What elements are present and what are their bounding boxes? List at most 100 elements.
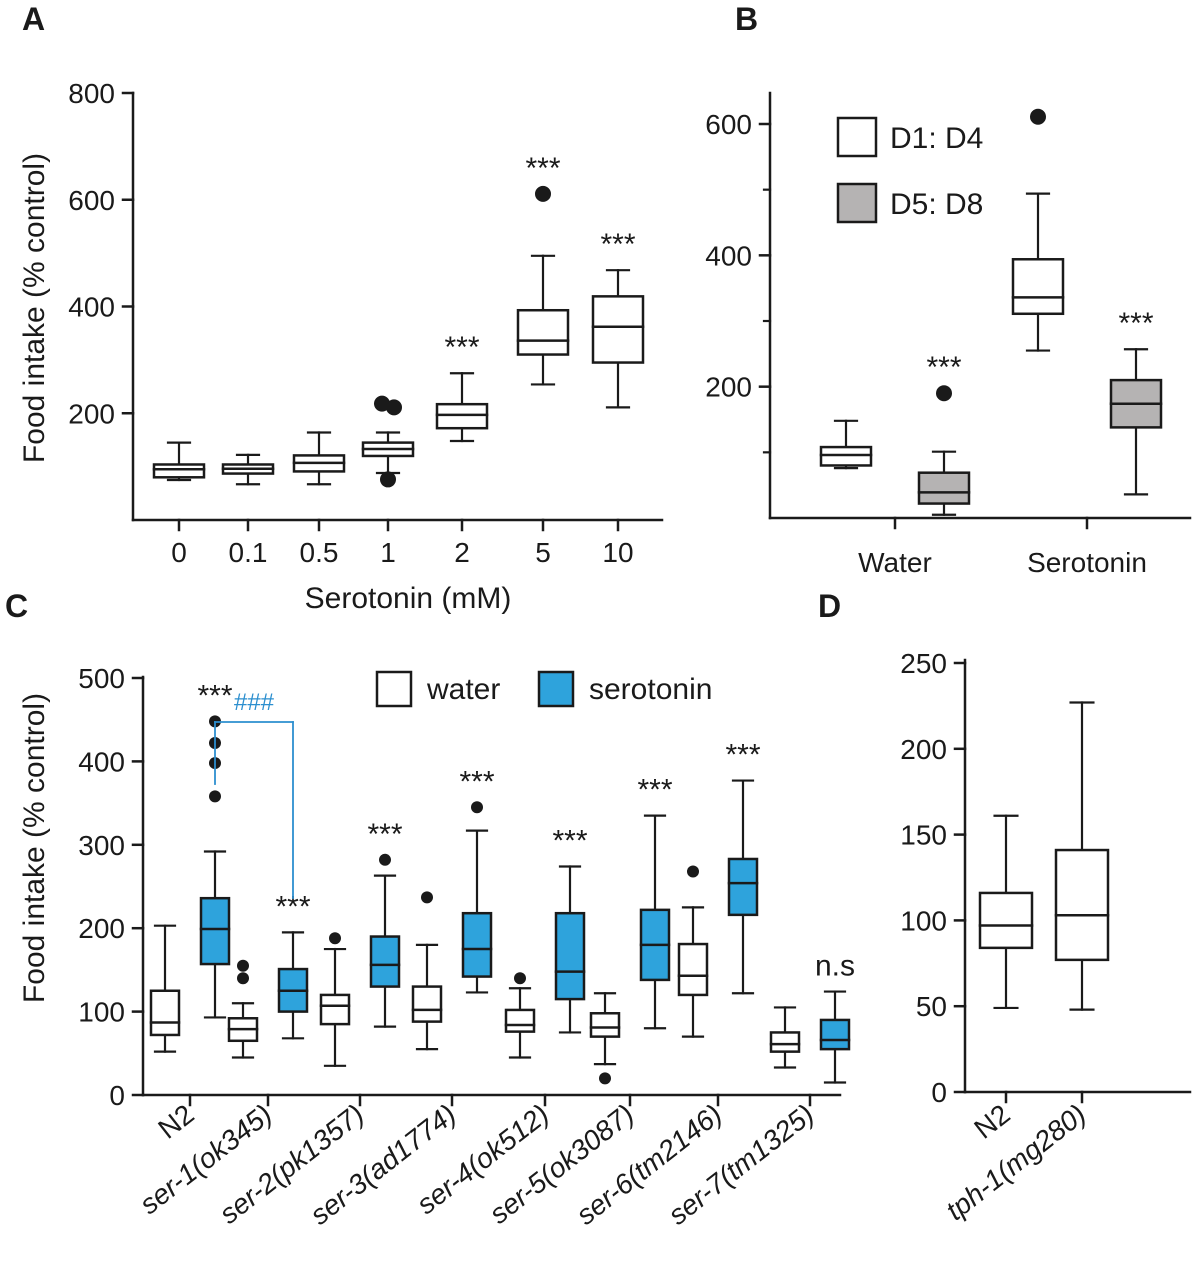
x-tick-label: 5 bbox=[535, 537, 551, 568]
series-1-box-7-box bbox=[819, 1018, 851, 1051]
series-0-box-5-outlier bbox=[599, 1072, 611, 1085]
y-tick-label: 50 bbox=[916, 991, 947, 1022]
series-1-box-2-outlier bbox=[379, 853, 391, 866]
y-tick-label: 200 bbox=[900, 734, 947, 765]
series-1-box-5-significance: *** bbox=[637, 774, 672, 807]
y-tick-label: 400 bbox=[68, 292, 115, 323]
series-1-box-0-box bbox=[199, 896, 231, 966]
series-1-box-7-significance: n.s bbox=[815, 950, 855, 983]
series-1-box-6-box bbox=[727, 857, 759, 917]
series-0-box-1-outlier bbox=[237, 959, 249, 972]
series-0-box-1-outlier bbox=[237, 972, 249, 985]
y-tick-label: 100 bbox=[78, 997, 125, 1028]
y-tick-label: 150 bbox=[900, 820, 947, 851]
legend: water serotonin bbox=[375, 670, 712, 708]
series-1-box-0-outlier bbox=[209, 790, 221, 803]
series-1-box-2-box bbox=[369, 935, 401, 988]
series-1-box-0-outlier bbox=[936, 385, 952, 402]
series-0-box-2-box bbox=[319, 993, 351, 1026]
panel-letter: B bbox=[735, 1, 758, 37]
x-tick-label: tph-1(mg280) bbox=[940, 1098, 1092, 1226]
panel-b: B 200 400 600 *** *** Water Serotonin D1: D4 D5: … bbox=[705, 1, 1192, 578]
legend-label: serotonin bbox=[589, 673, 712, 706]
series-0-box-4-outlier bbox=[514, 972, 526, 985]
series-0-box-3-outlier bbox=[421, 891, 433, 904]
series-0-box-0-box bbox=[819, 445, 873, 467]
y-axis-title: Food intake (% control) bbox=[18, 153, 51, 463]
panels: A 200 400 600 800 Food intake (% control) Sero… bbox=[5, 1, 1192, 1231]
series-0-box-2-outlier bbox=[329, 932, 341, 945]
box-6-box bbox=[591, 295, 645, 364]
box-5-outlier bbox=[535, 185, 551, 202]
series-1-box-3-box bbox=[461, 911, 493, 978]
x-tick-label: Water bbox=[858, 547, 932, 578]
panel-letter: D bbox=[818, 588, 841, 624]
x-tick-label: 0.1 bbox=[229, 537, 268, 568]
y-tick-label: 200 bbox=[68, 398, 115, 429]
series-1-box-3-significance: *** bbox=[459, 765, 494, 798]
y-tick-label: 200 bbox=[78, 913, 125, 944]
series-1-box-4-box bbox=[554, 911, 586, 1001]
box-4-significance: *** bbox=[444, 331, 479, 364]
x-tick-label: 1 bbox=[380, 537, 396, 568]
series-1-box-0-significance: *** bbox=[926, 351, 961, 384]
box-0-box bbox=[152, 463, 206, 479]
x-axis-title: Serotonin (mM) bbox=[305, 582, 512, 615]
box-1-box bbox=[1054, 848, 1110, 962]
box-3-outlier bbox=[374, 395, 390, 412]
y-tick-label: 200 bbox=[705, 372, 752, 403]
y-tick-label: 500 bbox=[78, 663, 125, 694]
box-6-significance: *** bbox=[600, 228, 635, 261]
legend: D1: D4 D5: D8 bbox=[836, 116, 983, 224]
legend-swatch bbox=[375, 670, 413, 708]
significance-bracket: ### bbox=[214, 689, 294, 899]
legend-label: D5: D8 bbox=[890, 188, 983, 221]
allele-name: (tm1325) bbox=[712, 1098, 819, 1191]
series-0-box-1-box bbox=[1011, 258, 1065, 316]
series-1-box-0-significance: *** bbox=[197, 679, 232, 712]
y-tick-label: 300 bbox=[78, 830, 125, 861]
series-1-box-0-box bbox=[917, 471, 971, 505]
y-tick-label: 100 bbox=[900, 905, 947, 936]
box-3-outlier bbox=[380, 471, 396, 488]
series-0-box-7-box bbox=[769, 1031, 801, 1053]
panel-letter: A bbox=[22, 1, 45, 37]
box-5-significance: *** bbox=[525, 152, 560, 185]
y-tick-label: 0 bbox=[931, 1077, 947, 1108]
x-tick-label: 10 bbox=[602, 537, 633, 568]
series-1-box-6-significance: *** bbox=[725, 739, 760, 772]
y-tick-label: 0 bbox=[109, 1080, 125, 1111]
box-0-box bbox=[978, 891, 1034, 950]
y-tick-label: 800 bbox=[68, 78, 115, 109]
series-0-box-0-box bbox=[149, 989, 181, 1037]
box-4-box bbox=[435, 402, 489, 430]
y-axis-title: Food intake (% control) bbox=[18, 693, 51, 1003]
box-3-outlier bbox=[386, 399, 402, 416]
y-tick-label: 600 bbox=[705, 109, 752, 140]
series-0-box-6-outlier bbox=[687, 865, 699, 878]
y-tick-label: 400 bbox=[78, 746, 125, 777]
y-tick-label: 250 bbox=[900, 648, 947, 679]
panel-letter: C bbox=[5, 588, 28, 624]
legend-swatch bbox=[537, 670, 575, 708]
y-tick-label: 400 bbox=[705, 240, 752, 271]
box-5-box bbox=[516, 308, 570, 356]
bracket-label: ### bbox=[234, 689, 275, 716]
x-tick-label: N2 bbox=[968, 1098, 1015, 1144]
series-0-box-5-box bbox=[589, 1012, 621, 1038]
series-0-box-6-box bbox=[677, 942, 709, 997]
y-tick-label: 600 bbox=[68, 185, 115, 216]
legend-label: water bbox=[426, 673, 500, 706]
x-tick-label: N2 bbox=[152, 1098, 199, 1144]
series-0-box-4-box bbox=[504, 1008, 536, 1033]
series-1-box-3-outlier bbox=[471, 801, 483, 814]
series-0-box-1-outlier bbox=[1030, 108, 1046, 125]
x-tick-label: Serotonin bbox=[1027, 547, 1147, 578]
series-1-box-4-significance: *** bbox=[552, 824, 587, 857]
legend-swatch bbox=[836, 116, 878, 158]
series-0-box-3-box bbox=[411, 985, 443, 1023]
legend-label: D1: D4 bbox=[890, 122, 983, 155]
x-tick-label: ser-5(ok3087) bbox=[484, 1098, 640, 1229]
